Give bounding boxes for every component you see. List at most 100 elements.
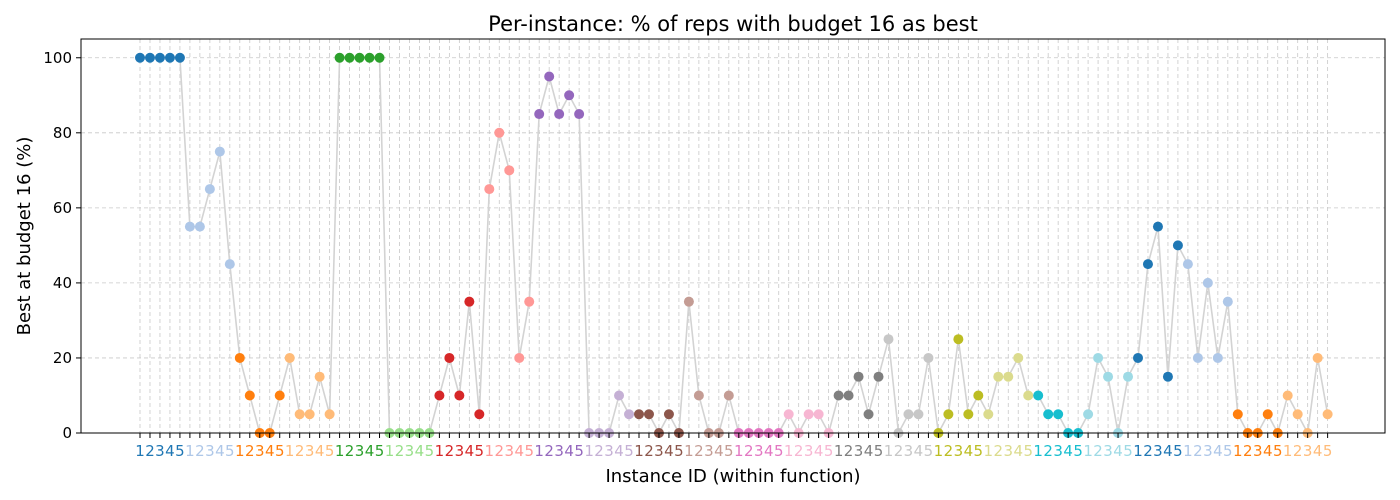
data-point	[1142, 259, 1153, 270]
x-tick-label: 4	[1013, 442, 1023, 460]
data-point	[663, 409, 674, 420]
x-tick-label: 4	[564, 442, 574, 460]
x-tick-label: 5	[375, 442, 385, 460]
data-point	[1123, 371, 1134, 382]
x-tick-label: 5	[1123, 442, 1133, 460]
x-tick-label: 4	[1213, 442, 1223, 460]
data-point	[983, 409, 994, 420]
x-tick-label: 4	[215, 442, 225, 460]
x-axis-label: Instance ID (within function)	[605, 466, 860, 487]
x-tick-label: 4	[814, 442, 824, 460]
x-tick-label: 5	[874, 442, 884, 460]
x-tick-label: 4	[864, 442, 874, 460]
x-tick-label: 4	[465, 442, 475, 460]
data-point	[1312, 352, 1323, 363]
x-tick-label: 3	[704, 442, 714, 460]
x-tick-label: 1	[934, 442, 944, 460]
x-tick-label: 2	[844, 442, 854, 460]
data-point	[843, 390, 854, 401]
data-point	[494, 127, 505, 138]
x-tick-label: 3	[1253, 442, 1263, 460]
data-point	[204, 184, 215, 195]
data-point	[184, 221, 195, 232]
data-point	[973, 390, 984, 401]
x-tick-label: 1	[784, 442, 794, 460]
x-tick-label: 4	[165, 442, 175, 460]
x-tick-label: 1	[235, 442, 245, 460]
x-tick-label: 2	[145, 442, 155, 460]
x-tick-label: 2	[744, 442, 754, 460]
data-point	[574, 109, 585, 120]
data-point	[1182, 259, 1193, 270]
y-tick-label: 40	[53, 274, 72, 292]
data-point	[174, 52, 185, 63]
x-tick-label: 3	[1203, 442, 1213, 460]
data-point	[194, 221, 205, 232]
data-point	[1053, 409, 1064, 420]
x-tick-label: 2	[1243, 442, 1253, 460]
x-tick-label: 2	[994, 442, 1004, 460]
y-tick-label: 20	[53, 349, 72, 367]
x-tick-label: 4	[764, 442, 774, 460]
x-tick-label: 2	[594, 442, 604, 460]
x-tick-label: 3	[1003, 442, 1013, 460]
data-point	[634, 409, 644, 420]
x-tick-label: 1	[335, 442, 345, 460]
x-tick-label: 2	[644, 442, 654, 460]
data-point	[344, 52, 355, 63]
data-point	[1043, 409, 1054, 420]
x-tick-label: 1	[1233, 442, 1243, 460]
x-tick-label: 2	[445, 442, 455, 460]
data-point	[234, 352, 245, 363]
x-tick-label: 1	[984, 442, 994, 460]
data-point	[903, 409, 914, 420]
x-tick-label: 5	[724, 442, 734, 460]
data-point	[314, 371, 325, 382]
x-tick-label: 4	[1313, 442, 1323, 460]
data-point	[1192, 352, 1203, 363]
data-points	[135, 52, 1333, 438]
data-point	[614, 390, 625, 401]
x-tick-label: 2	[1143, 442, 1153, 460]
data-point	[1013, 352, 1024, 363]
x-tick-label: 2	[345, 442, 355, 460]
x-tick-label: 5	[624, 442, 634, 460]
y-tick-label: 60	[53, 199, 72, 217]
data-point	[554, 109, 565, 120]
x-tick-label: 3	[654, 442, 664, 460]
x-tick-label: 2	[1193, 442, 1203, 460]
data-point	[474, 409, 485, 420]
x-tick-label: 3	[455, 442, 465, 460]
data-point	[913, 409, 924, 420]
x-tick-label: 1	[1133, 442, 1143, 460]
data-point	[1282, 390, 1293, 401]
data-point	[534, 109, 545, 120]
data-point	[164, 52, 175, 63]
data-point	[853, 371, 864, 382]
x-tick-label: 5	[824, 442, 834, 460]
data-point	[1202, 277, 1213, 288]
x-tick-label: 4	[914, 442, 924, 460]
x-tick-label: 1	[135, 442, 145, 460]
data-point	[1133, 352, 1143, 363]
data-point	[484, 184, 495, 195]
data-point	[354, 52, 365, 63]
x-tick-label: 1	[285, 442, 295, 460]
x-tick-label: 1	[884, 442, 894, 460]
x-tick-label: 3	[754, 442, 764, 460]
data-point	[364, 52, 375, 63]
data-point	[135, 52, 145, 63]
data-point	[1262, 409, 1273, 420]
data-point	[1212, 352, 1223, 363]
x-tick-label: 1	[1183, 442, 1193, 460]
plot-frame	[80, 38, 1386, 434]
x-tick-label: 5	[325, 442, 335, 460]
data-point	[693, 390, 704, 401]
y-tick-label: 100	[43, 49, 72, 67]
data-point	[783, 409, 794, 420]
x-tick-label: 1	[684, 442, 694, 460]
data-point	[1172, 240, 1183, 251]
y-tick-label: 80	[53, 124, 72, 142]
x-tick-label: 5	[674, 442, 684, 460]
